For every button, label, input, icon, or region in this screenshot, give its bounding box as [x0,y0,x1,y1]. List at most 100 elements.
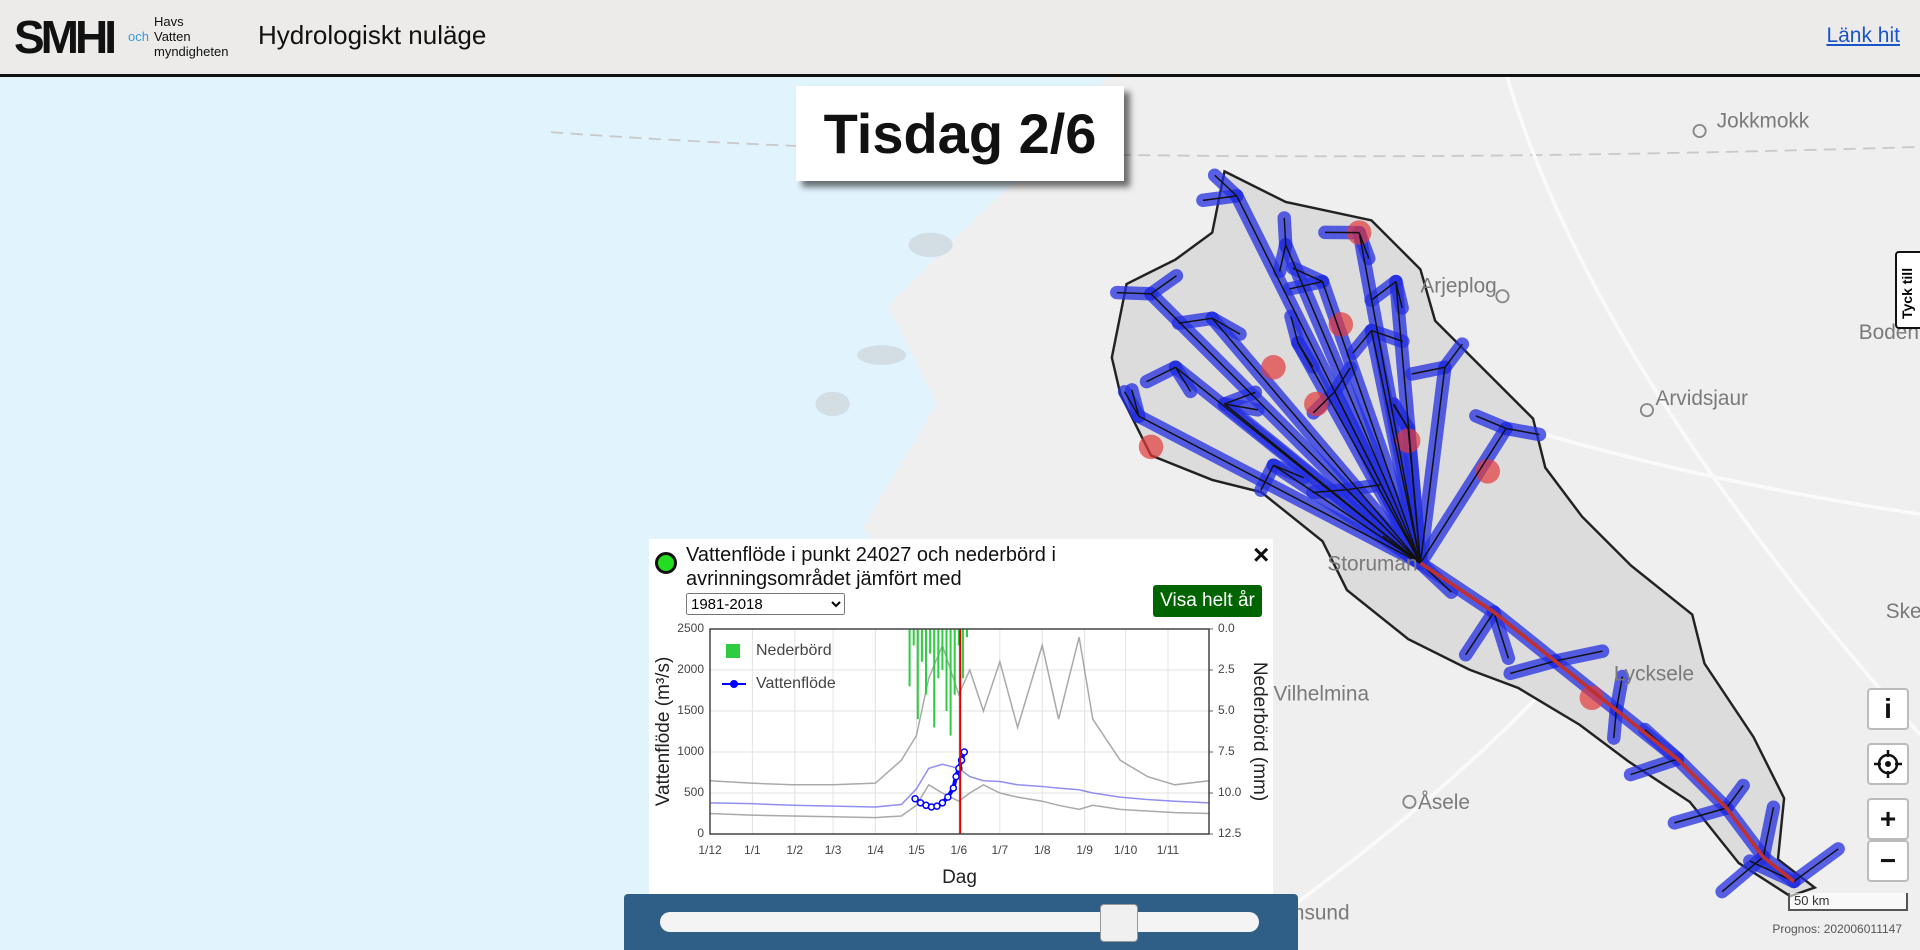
precip-bar [953,629,956,695]
place-label: Arjeplog [1420,275,1496,298]
link[interactable]: Länk hit [1826,24,1900,47]
flow-point [911,794,919,803]
river [1290,316,1299,343]
river [1444,343,1463,368]
river [1224,391,1256,405]
river [1174,366,1192,392]
precip-bar [957,629,960,646]
full-year-button[interactable]: Visa helt år [1153,585,1262,617]
y-tick-label: 500 [684,785,704,799]
locate-button[interactable] [1867,743,1909,785]
river [1493,611,1510,659]
river [1116,291,1152,295]
y2-tick-label: 12.5 [1218,826,1242,840]
river [1123,391,1140,417]
river [1285,244,1422,564]
river [1214,174,1238,197]
river-hotspot [1261,355,1286,380]
river [1762,807,1775,858]
zoom-in[interactable]: + [1867,798,1909,840]
precip-bar [949,629,952,736]
arctic-circle [550,131,1920,158]
x-tick-label: 1/4 [867,843,884,857]
header: SMHI och Havs Vatten myndigheten Hydrolo… [0,0,1920,77]
river [1334,391,1422,564]
logo-text: myndigheten [154,44,229,59]
precip-bar [945,629,948,711]
river [1224,403,1259,411]
slider-thumb[interactable] [1100,904,1138,942]
flow-point [944,793,952,801]
y2-tick-label: 5.0 [1218,703,1235,717]
x-tick-label: 1/3 [825,843,842,857]
river-hotspot [1579,685,1605,711]
river [1297,342,1422,564]
flow-point [952,772,960,781]
x-tick-label: 1/8 [1034,843,1051,857]
river-hotspot [1475,459,1500,484]
feedback-tab[interactable]: Tyck till [1895,251,1920,329]
logo: SMHI [14,11,117,63]
day-label: Tisdag 2/6 [796,86,1124,181]
x-tick-label: 1/6 [950,843,967,857]
river [1292,267,1323,283]
river [1312,488,1347,494]
precip-bar [961,629,964,679]
y2-tick-label: 7.5 [1218,744,1235,758]
flow-point [938,799,947,807]
river [1321,281,1422,564]
river [1346,484,1381,491]
legend-swatch [726,644,740,658]
river [1395,281,1403,309]
x-tick-label: 1/12 [698,843,722,857]
precip-bar [941,629,944,670]
scale-bar: 50 km [1788,893,1908,911]
locate-icon [1874,750,1902,778]
place-markers [1402,123,1707,809]
reference-line [709,763,1210,808]
x-tick-label: 1/11 [1157,843,1180,857]
river [1630,758,1678,776]
x-tick-label: 1/7 [991,843,1008,857]
river [1273,464,1305,479]
river [1615,676,1624,711]
zoom-out[interactable]: − [1867,840,1909,882]
river [1370,330,1422,564]
river [1260,464,1275,491]
river [1419,367,1446,564]
chart: 0 500 1000 1500 2000 2500 0.0 2.5 5.0 7.5 10.0 12.5… [653,621,1270,888]
y2-tick-label: 10.0 [1218,785,1242,799]
river [1725,785,1744,809]
logo-stack: Havs Vatten myndigheten [154,14,228,59]
x-tick-label: 1/1 [744,843,761,857]
flow-point [949,784,958,792]
logo-text: och [128,29,149,44]
feedback-text: Tyck till [1899,267,1915,319]
river [1278,244,1287,272]
place-label: Arvidsjaur [1656,387,1749,410]
precip-bar [908,629,911,687]
chart-popup: 0 500 1000 1500 2000 2500 0.0 2.5 5.0 7.5 10.0 12.5… [649,539,1273,894]
place-label: Åsele [1418,791,1470,814]
river [1297,342,1314,368]
reference-line [709,637,1210,786]
river [1273,464,1421,564]
river [1407,428,1422,564]
river [1202,195,1237,202]
date-slider[interactable] [624,894,1298,950]
river [1721,856,1764,893]
prognos: Prognos: 202006011147 [1772,922,1902,936]
flow-point [933,802,941,810]
close-button[interactable]: × [1253,539,1270,570]
y2-tick-label: 2.5 [1218,662,1235,676]
river [1419,428,1507,564]
river [1211,317,1421,564]
river [1371,329,1404,343]
main-river [1419,561,1796,883]
river [1131,389,1140,417]
period-select[interactable]: 1981-2018 [686,593,845,615]
river [1505,427,1540,436]
river [1346,489,1421,564]
info-button[interactable]: i [1867,688,1909,730]
slider-track[interactable] [660,912,1259,932]
